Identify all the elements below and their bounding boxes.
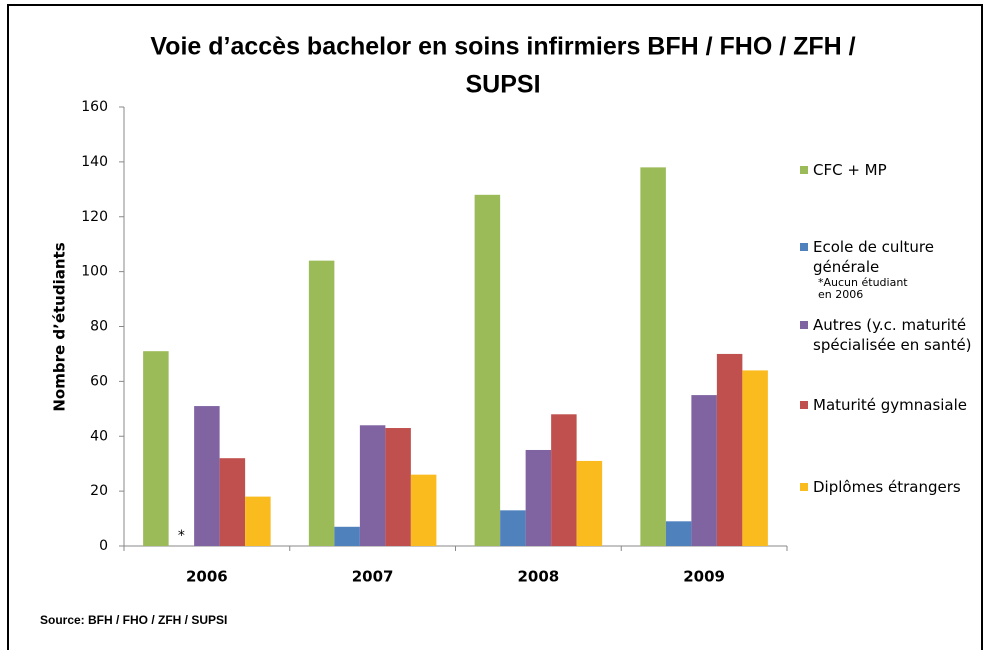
- legend-item: Maturité gymnasiale: [800, 395, 980, 415]
- bar: [576, 460, 603, 546]
- legend-label: Diplômes étrangers: [813, 478, 961, 496]
- bar: [359, 425, 386, 546]
- legend-label: CFC + MP: [813, 161, 887, 179]
- bar: [474, 194, 501, 547]
- legend-swatch: [800, 483, 808, 491]
- legend-label: Maturité gymnasiale: [813, 396, 968, 414]
- annotation: *: [178, 528, 185, 544]
- legend-item: CFC + MP: [800, 160, 980, 180]
- legend-item: Autres (y.c. maturité spécialisée en san…: [800, 315, 980, 355]
- y-tick-label: 20: [90, 483, 108, 499]
- bar: [385, 428, 411, 546]
- legend-swatch: [800, 243, 808, 251]
- bar: [219, 458, 246, 546]
- legend-label: Autres (y.c. maturité spécialisée en san…: [813, 316, 972, 354]
- y-tick-label: 0: [99, 538, 108, 554]
- y-tick-label: 40: [90, 428, 108, 444]
- y-tick-label: 80: [90, 319, 108, 335]
- bar: [742, 370, 768, 546]
- legend-note: en 2006: [818, 288, 864, 301]
- bar: [410, 474, 437, 546]
- source: Source: BFH / FHO / ZFH / SUPSI: [40, 613, 227, 627]
- bar: [245, 496, 271, 546]
- frame: [7, 4, 983, 650]
- x-tick-label: 2008: [518, 568, 560, 586]
- legend-swatch: [800, 401, 808, 409]
- legend-item: Diplômes étrangers: [800, 477, 980, 497]
- bar: [551, 414, 577, 546]
- chart-title: SUPSI: [465, 71, 540, 99]
- y-tick-label: 60: [90, 373, 108, 389]
- legend-note: *Aucun étudiant: [818, 276, 908, 289]
- y-tick-label: 140: [81, 154, 108, 170]
- x-tick-label: 2009: [683, 568, 725, 586]
- y-axis-label: Nombre d’étudiants: [51, 242, 69, 411]
- bar: [194, 406, 220, 546]
- y-tick-label: 160: [81, 99, 108, 115]
- legend-swatch: [800, 166, 808, 174]
- bar: [334, 526, 360, 546]
- bar: [525, 449, 552, 546]
- bar: [640, 167, 666, 547]
- bar: [308, 260, 335, 546]
- bar: [665, 521, 692, 546]
- legend-swatch: [800, 321, 808, 329]
- y-tick-label: 100: [81, 264, 108, 280]
- x-tick-label: 2007: [352, 568, 394, 586]
- legend-item: Ecole de culture générale *Aucun étudiant…: [800, 237, 980, 301]
- bar: [500, 510, 526, 546]
- x-tick-label: 2006: [186, 568, 228, 586]
- bar: [691, 395, 717, 546]
- legend-label: Ecole de culture générale: [813, 238, 934, 276]
- y-tick-label: 120: [81, 209, 108, 225]
- bar: [143, 351, 169, 546]
- bar: [716, 353, 743, 546]
- chart-title: Voie d’accès bachelor en soins infirmier…: [150, 33, 855, 61]
